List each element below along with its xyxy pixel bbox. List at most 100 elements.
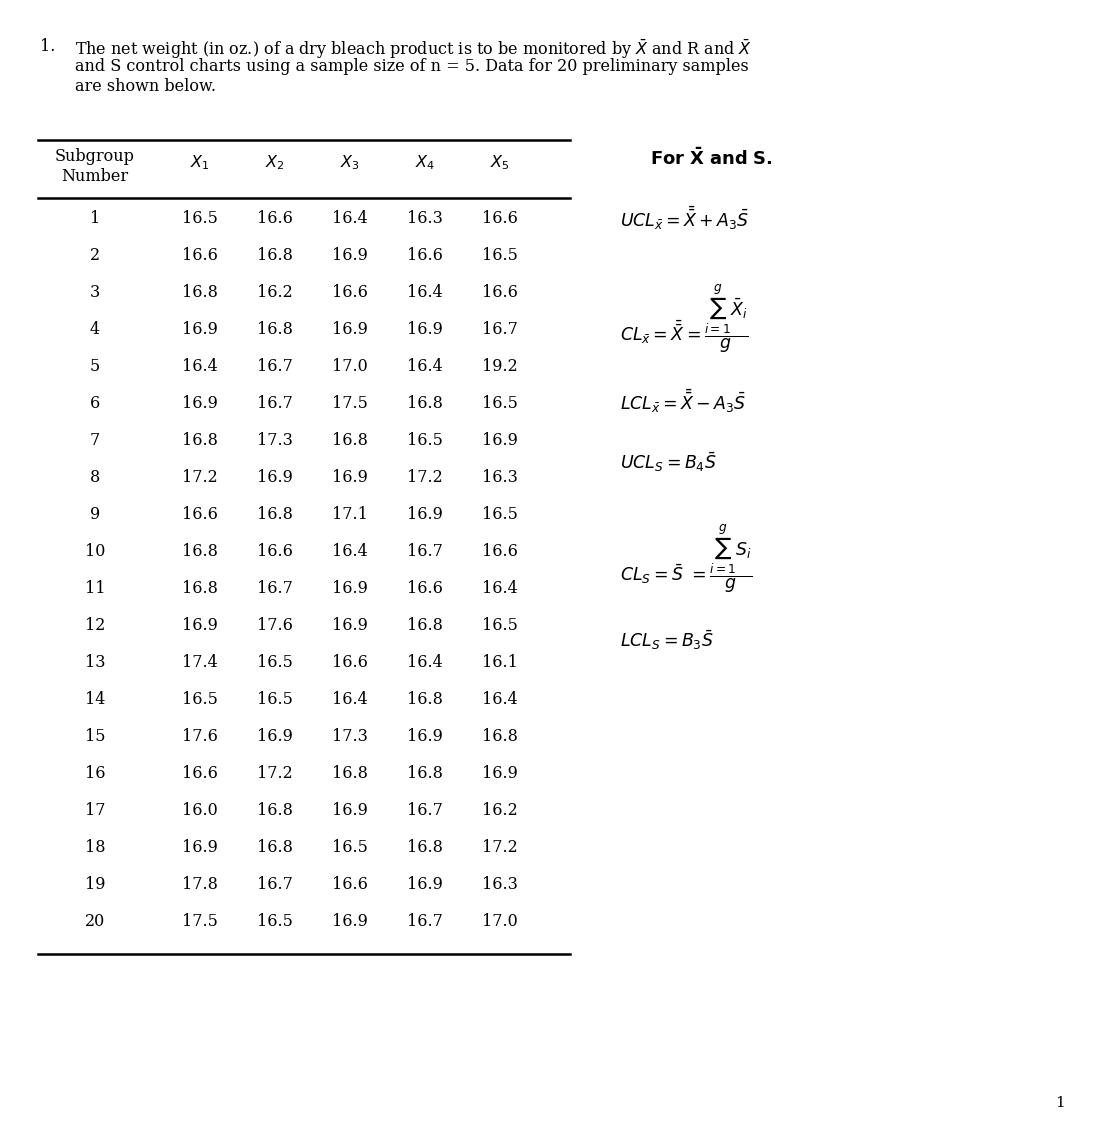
Text: 16.9: 16.9 (332, 913, 367, 930)
Text: $\mathbf{For}\ \mathbf{\bar{X}}\ \mathbf{and\ S.}$: $\mathbf{For}\ \mathbf{\bar{X}}\ \mathbf… (651, 148, 772, 169)
Text: 16.4: 16.4 (407, 654, 443, 671)
Text: 17.5: 17.5 (332, 395, 367, 412)
Text: 16.7: 16.7 (407, 543, 443, 561)
Text: 16.6: 16.6 (482, 284, 518, 301)
Text: 16.4: 16.4 (482, 691, 518, 708)
Text: 16.9: 16.9 (257, 468, 293, 485)
Text: 17.0: 17.0 (332, 358, 367, 375)
Text: 17.8: 17.8 (182, 875, 218, 893)
Text: 16.1: 16.1 (482, 654, 518, 671)
Text: 19: 19 (84, 875, 105, 893)
Text: 16.8: 16.8 (332, 765, 367, 782)
Text: 16.6: 16.6 (257, 543, 293, 561)
Text: 13: 13 (84, 654, 105, 671)
Text: 9: 9 (90, 506, 100, 523)
Text: 16.5: 16.5 (482, 617, 518, 634)
Text: 16.3: 16.3 (407, 210, 443, 227)
Text: 16.9: 16.9 (332, 580, 367, 597)
Text: 15: 15 (84, 728, 105, 745)
Text: 16.5: 16.5 (482, 506, 518, 523)
Text: 16.3: 16.3 (482, 875, 518, 893)
Text: 16.6: 16.6 (332, 284, 367, 301)
Text: 16.8: 16.8 (182, 580, 218, 597)
Text: 16.4: 16.4 (182, 358, 218, 375)
Text: 2: 2 (90, 247, 100, 264)
Text: $X_3$: $X_3$ (340, 153, 360, 172)
Text: 16.6: 16.6 (182, 765, 218, 782)
Text: 16.9: 16.9 (182, 395, 218, 412)
Text: 16.6: 16.6 (182, 247, 218, 264)
Text: 17.3: 17.3 (257, 432, 293, 449)
Text: 17.3: 17.3 (332, 728, 367, 745)
Text: 16.9: 16.9 (182, 321, 218, 338)
Text: 20: 20 (84, 913, 105, 930)
Text: 14: 14 (84, 691, 105, 708)
Text: 17.6: 17.6 (182, 728, 218, 745)
Text: 16.8: 16.8 (407, 839, 443, 856)
Text: 7: 7 (90, 432, 100, 449)
Text: Subgroup
Number: Subgroup Number (55, 148, 135, 184)
Text: 16.9: 16.9 (182, 839, 218, 856)
Text: 17.0: 17.0 (482, 913, 518, 930)
Text: 16.8: 16.8 (257, 839, 293, 856)
Text: 19.2: 19.2 (482, 358, 518, 375)
Text: 8: 8 (90, 468, 100, 485)
Text: 17.1: 17.1 (332, 506, 367, 523)
Text: 16.8: 16.8 (482, 728, 518, 745)
Text: 16.8: 16.8 (182, 284, 218, 301)
Text: 16.9: 16.9 (407, 506, 443, 523)
Text: $X_4$: $X_4$ (415, 153, 436, 172)
Text: 16.9: 16.9 (482, 432, 518, 449)
Text: 16.8: 16.8 (257, 802, 293, 819)
Text: 16.8: 16.8 (182, 432, 218, 449)
Text: 16.5: 16.5 (482, 395, 518, 412)
Text: 17.2: 17.2 (482, 839, 518, 856)
Text: 16.9: 16.9 (407, 728, 443, 745)
Text: 11: 11 (84, 580, 105, 597)
Text: 5: 5 (90, 358, 100, 375)
Text: 16.6: 16.6 (257, 210, 293, 227)
Text: 10: 10 (84, 543, 105, 561)
Text: 16.8: 16.8 (257, 247, 293, 264)
Text: 17: 17 (84, 802, 105, 819)
Text: 16.9: 16.9 (332, 468, 367, 485)
Text: 16.6: 16.6 (407, 580, 443, 597)
Text: 16.6: 16.6 (332, 875, 367, 893)
Text: 16.7: 16.7 (257, 395, 293, 412)
Text: 16.2: 16.2 (257, 284, 293, 301)
Text: 3: 3 (90, 284, 100, 301)
Text: 16.6: 16.6 (482, 543, 518, 561)
Text: 16.9: 16.9 (332, 321, 367, 338)
Text: 16.4: 16.4 (407, 284, 443, 301)
Text: 16.5: 16.5 (407, 432, 443, 449)
Text: 17.6: 17.6 (257, 617, 293, 634)
Text: 16.8: 16.8 (182, 543, 218, 561)
Text: 16.5: 16.5 (257, 691, 293, 708)
Text: $X_5$: $X_5$ (490, 153, 510, 172)
Text: 1: 1 (1055, 1096, 1065, 1110)
Text: 16.2: 16.2 (482, 802, 518, 819)
Text: 16.9: 16.9 (482, 765, 518, 782)
Text: 16.6: 16.6 (407, 247, 443, 264)
Text: 6: 6 (90, 395, 100, 412)
Text: 4: 4 (90, 321, 100, 338)
Text: 16.9: 16.9 (332, 247, 367, 264)
Text: 16.7: 16.7 (257, 875, 293, 893)
Text: 16.5: 16.5 (332, 839, 367, 856)
Text: 16.9: 16.9 (182, 617, 218, 634)
Text: 12: 12 (84, 617, 105, 634)
Text: 16.5: 16.5 (257, 913, 293, 930)
Text: 16.4: 16.4 (332, 210, 367, 227)
Text: 16.6: 16.6 (482, 210, 518, 227)
Text: 17.5: 17.5 (182, 913, 218, 930)
Text: 16.7: 16.7 (482, 321, 518, 338)
Text: $UCL_S = B_4\bar{S}$: $UCL_S = B_4\bar{S}$ (620, 450, 716, 473)
Text: 16.5: 16.5 (182, 691, 218, 708)
Text: 17.2: 17.2 (182, 468, 218, 485)
Text: 17.4: 17.4 (182, 654, 218, 671)
Text: 17.2: 17.2 (407, 468, 443, 485)
Text: 16.8: 16.8 (407, 765, 443, 782)
Text: $X_1$: $X_1$ (190, 153, 210, 172)
Text: 16.7: 16.7 (407, 802, 443, 819)
Text: 16.4: 16.4 (332, 691, 367, 708)
